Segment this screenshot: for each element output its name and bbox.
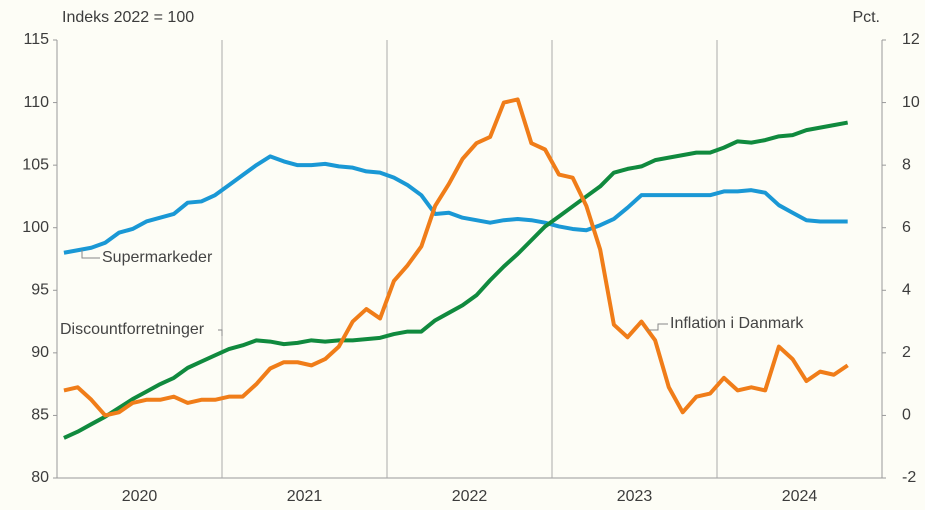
x-tick-label: 2022	[452, 488, 488, 505]
y-tick-label: 90	[31, 344, 49, 361]
x-tick-label: 2021	[287, 488, 323, 505]
y2-tick-label: 0	[902, 407, 911, 424]
y2-axis-label: Pct.	[852, 9, 880, 26]
leader-line	[647, 323, 668, 331]
y-tick-label: 115	[23, 31, 49, 48]
y-axis-label: Indeks 2022 = 100	[62, 9, 194, 26]
y2-tick-label: 6	[902, 219, 911, 236]
leader-line	[81, 250, 100, 259]
y-tick-label: 110	[23, 94, 49, 111]
y2-tick-label: 8	[902, 156, 911, 173]
y-tick-label: 95	[31, 282, 49, 299]
x-tick-label: 2023	[617, 488, 653, 505]
annotations: Supermarkeder Discountforretninger Infla…	[60, 249, 804, 338]
series-line	[63, 154, 848, 255]
y-tick-label: 100	[22, 219, 49, 236]
y2-tick-label: -2	[902, 469, 916, 486]
x-tick-label: 2020	[122, 488, 158, 505]
y-tick-label: 80	[31, 469, 49, 486]
y2-tick-label: 12	[902, 31, 920, 48]
series-label: Inflation i Danmark	[670, 315, 804, 332]
y-tick-label: 105	[22, 156, 49, 173]
y2-tick-label: 4	[902, 282, 911, 299]
x-tick-label: 2024	[782, 488, 818, 505]
leader-line	[218, 329, 223, 336]
series-label: Supermarkeder	[102, 249, 213, 266]
series-line	[63, 120, 849, 440]
series-label: Discountforretninger	[60, 321, 205, 338]
y2-tick-label: 10	[902, 94, 920, 111]
series-line	[63, 97, 849, 418]
y-tick-label: 85	[31, 407, 49, 424]
y2-tick-label: 2	[902, 344, 911, 361]
